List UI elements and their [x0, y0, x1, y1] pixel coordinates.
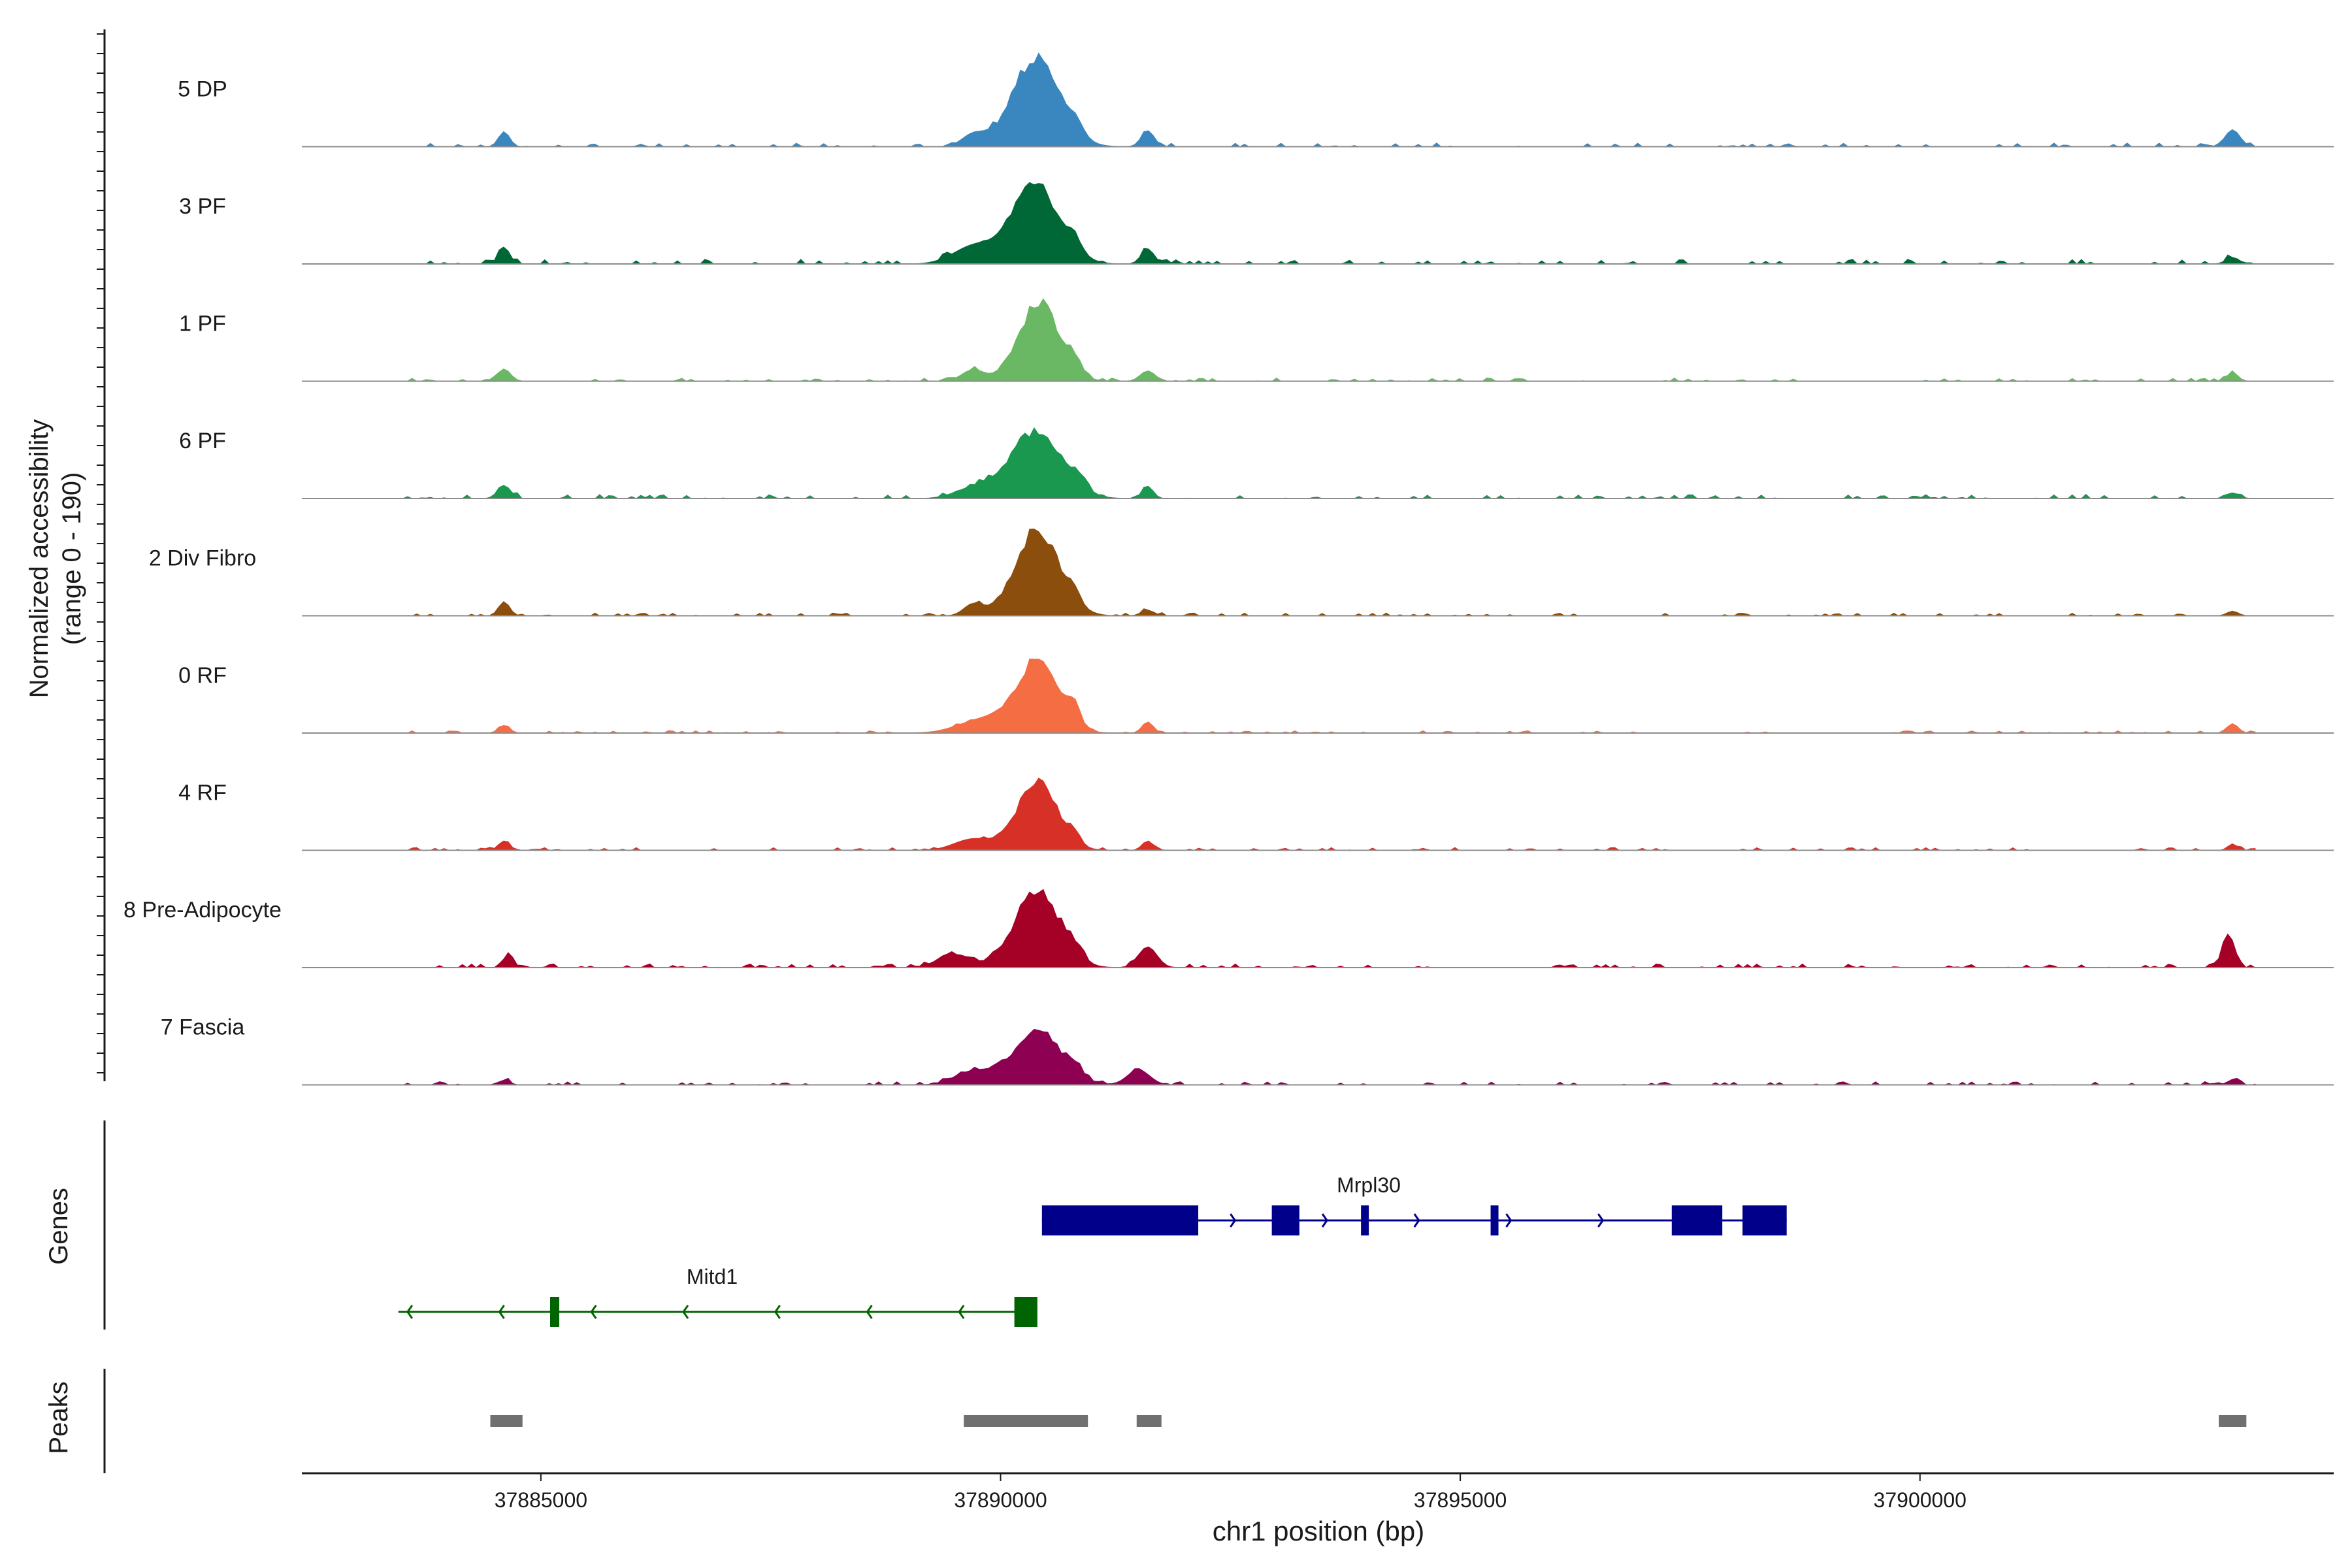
track-label-6: 0 RF [178, 663, 227, 688]
tracks-layer: 5 DP 3 PF 1 PF 6 PF 2 Div Fibro 0 RF 4 RF 8 Pre… [123, 52, 2334, 1086]
track-4: 6 PF [179, 427, 2334, 499]
strand-arrow [1321, 1213, 1328, 1228]
track-1: 5 DP [178, 52, 2334, 148]
coverage-area-4 [402, 427, 2256, 499]
strand-arrow [1413, 1213, 1420, 1228]
y-axis-label-line1: Normalized accessibility [25, 419, 54, 698]
track-label-4: 6 PF [179, 429, 226, 453]
exon-2 [1271, 1205, 1299, 1235]
strand-arrow [590, 1305, 597, 1319]
track-2: 3 PF [179, 182, 2334, 265]
coverage-area-9 [402, 1028, 2257, 1086]
x-tick-label: 37890000 [954, 1488, 1047, 1512]
track-label-2: 3 PF [179, 194, 226, 219]
track-5: 2 Div Fibro [149, 529, 2334, 617]
coverage-area-2 [402, 182, 2256, 265]
exon-6 [1742, 1205, 1787, 1235]
coverage-area-6 [402, 659, 2257, 734]
gene-label: Mitd1 [687, 1265, 738, 1288]
strand-arrow [958, 1305, 965, 1319]
x-tick-label: 37885000 [495, 1488, 587, 1512]
gene-mrpl30: Mrpl30 [1041, 1173, 1787, 1235]
exon-5 [1671, 1205, 1723, 1235]
peaks-layer [490, 1415, 2247, 1427]
exon-1 [1041, 1205, 1199, 1235]
strand-arrow [866, 1305, 873, 1319]
strand-arrow [1505, 1213, 1512, 1228]
track-label-1: 5 DP [178, 77, 227, 102]
strand-arrow [774, 1305, 781, 1319]
genes-panel-label: Genes [44, 1188, 73, 1265]
strand-arrow [682, 1305, 689, 1319]
genes-layer: Mrpl30 Mitd1 [398, 1173, 1787, 1327]
track-label-8: 8 Pre-Adipocyte [123, 898, 282, 923]
peak-region-4 [2219, 1415, 2247, 1427]
exon-1 [549, 1297, 560, 1327]
exon-4 [1490, 1205, 1499, 1235]
track-3: 1 PF [179, 298, 2334, 382]
coverage-area-3 [402, 298, 2256, 382]
peaks-panel-label: Peaks [44, 1381, 73, 1454]
exon-2 [1014, 1297, 1037, 1327]
track-6: 0 RF [178, 659, 2334, 734]
track-label-3: 1 PF [179, 312, 226, 336]
strand-arrow [1597, 1213, 1605, 1228]
strand-arrow [1230, 1213, 1237, 1228]
track-7: 4 RF [178, 777, 2334, 851]
coverage-area-7 [402, 777, 2257, 851]
y-axis-label-line2: (range 0 - 190) [57, 472, 86, 645]
x-axis-label: chr1 position (bp) [1213, 1516, 1425, 1546]
coverage-area-5 [402, 529, 2256, 617]
track-label-9: 7 Fascia [161, 1015, 245, 1040]
track-label-5: 2 Div Fibro [149, 546, 256, 571]
track-9: 7 Fascia [161, 1015, 2334, 1086]
track-label-7: 4 RF [178, 781, 227, 806]
x-tick-label: 37900000 [1874, 1488, 1967, 1512]
strand-arrow [406, 1305, 414, 1319]
track-8: 8 Pre-Adipocyte [123, 889, 2334, 968]
gene-mitd1: Mitd1 [398, 1265, 1037, 1327]
x-tick-label: 37895000 [1414, 1488, 1507, 1512]
gene-label: Mrpl30 [1337, 1173, 1401, 1197]
coverage-area-1 [402, 52, 2256, 148]
coverage-area-8 [402, 889, 2256, 968]
exon-3 [1361, 1205, 1369, 1235]
axis-layer: 37885000 37890000 37895000 37900000 [97, 29, 2334, 1512]
peak-region-2 [964, 1415, 1088, 1427]
peak-region-3 [1136, 1415, 1162, 1427]
strand-arrow [498, 1305, 505, 1319]
peak-region-1 [490, 1415, 523, 1427]
